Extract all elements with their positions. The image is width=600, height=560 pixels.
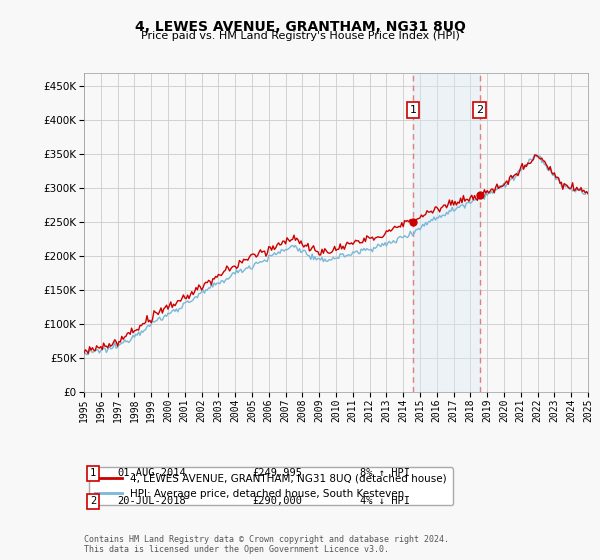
Text: 8% ↑ HPI: 8% ↑ HPI — [360, 468, 410, 478]
Text: 4, LEWES AVENUE, GRANTHAM, NG31 8UQ: 4, LEWES AVENUE, GRANTHAM, NG31 8UQ — [134, 20, 466, 34]
Text: Contains HM Land Registry data © Crown copyright and database right 2024.
This d: Contains HM Land Registry data © Crown c… — [84, 535, 449, 554]
Bar — [413, 73, 480, 392]
Text: 1: 1 — [90, 468, 96, 478]
Text: 4% ↓ HPI: 4% ↓ HPI — [360, 496, 410, 506]
Text: 20-JUL-2018: 20-JUL-2018 — [117, 496, 186, 506]
Text: £249,995: £249,995 — [252, 468, 302, 478]
Text: Price paid vs. HM Land Registry's House Price Index (HPI): Price paid vs. HM Land Registry's House … — [140, 31, 460, 41]
Legend: 4, LEWES AVENUE, GRANTHAM, NG31 8UQ (detached house), HPI: Average price, detach: 4, LEWES AVENUE, GRANTHAM, NG31 8UQ (det… — [89, 468, 453, 505]
Text: 2: 2 — [476, 105, 483, 115]
Text: £290,000: £290,000 — [252, 496, 302, 506]
Text: 1: 1 — [409, 105, 416, 115]
Text: 2: 2 — [90, 496, 96, 506]
Text: 01-AUG-2014: 01-AUG-2014 — [117, 468, 186, 478]
